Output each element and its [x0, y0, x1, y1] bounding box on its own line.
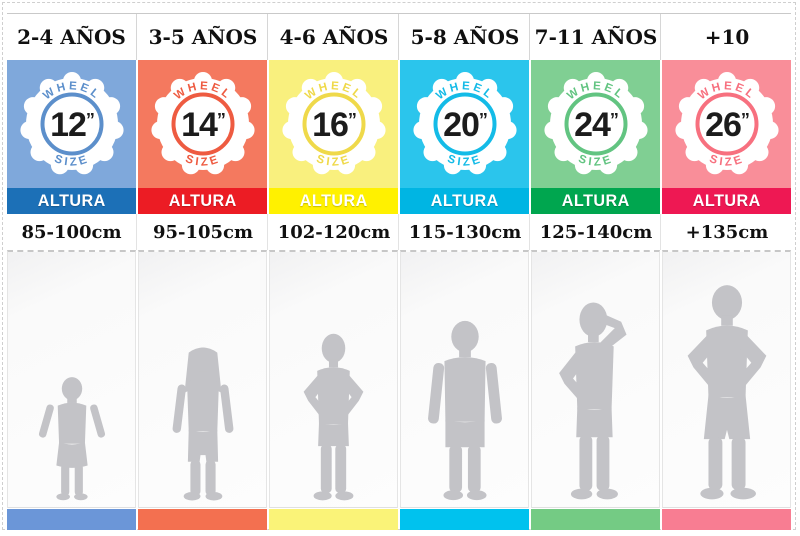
child-figure-panel [400, 250, 529, 508]
column-color-strip [400, 509, 529, 530]
altura-band: ALTURA [138, 188, 267, 214]
age-header: +10 [660, 14, 791, 60]
age-label: 5-8 AÑOS [410, 25, 520, 49]
altura-band: ALTURA [662, 188, 791, 214]
wheel-size-number: 20” [443, 106, 487, 144]
wheel-size-badge: WHEEL 14” SIZE [150, 72, 255, 175]
wheel-size-number: 26” [705, 106, 749, 144]
altura-label: ALTURA [37, 191, 106, 210]
child-figure-panel [7, 250, 136, 508]
height-range-label: +135cm [685, 221, 769, 243]
height-range-label: 115-130cm [408, 221, 522, 243]
altura-band: ALTURA [400, 188, 529, 214]
wheel-block: WHEEL 12” SIZE [7, 60, 136, 188]
wheel-bottom-label: SIZE [707, 153, 745, 169]
height-range-label: 125-140cm [539, 221, 653, 243]
wheel-block: WHEEL 16” SIZE [269, 60, 398, 188]
wheel-block: WHEEL 14” SIZE [138, 60, 267, 188]
child-figure-panel [269, 250, 398, 508]
wheel-size-badge: WHEEL 12” SIZE [19, 72, 124, 175]
age-header: 2-4 AÑOS [7, 14, 136, 60]
wheel-size-badge: WHEEL 24” SIZE [543, 72, 648, 175]
size-chart-grid: 2-4 AÑOS WHEEL 12” SIZE ALTURA 85-100cm [7, 13, 791, 530]
wheel-ring [40, 92, 103, 156]
gear-icon [19, 72, 124, 175]
age-header: 7-11 AÑOS [529, 14, 660, 60]
child-silhouette-icon [427, 320, 502, 501]
column-color-strip [662, 509, 791, 530]
wheel-size-badge: WHEEL 26” SIZE [674, 72, 779, 175]
altura-label: ALTURA [168, 191, 237, 210]
altura-band: ALTURA [7, 188, 136, 214]
child-figure-panel [138, 250, 267, 508]
wheel-ring [171, 92, 234, 156]
altura-label: ALTURA [299, 191, 368, 210]
wheel-size-badge: WHEEL 20” SIZE [412, 72, 517, 175]
bike-size-chart: 2-4 AÑOS WHEEL 12” SIZE ALTURA 85-100cm [2, 2, 796, 530]
wheel-bottom-label: SIZE [445, 153, 483, 169]
size-column: 4-6 AÑOS WHEEL 16” SIZE ALTURA 102-120cm [267, 14, 398, 530]
height-range-label: 95-105cm [152, 221, 254, 243]
altura-band: ALTURA [269, 188, 398, 214]
wheel-bottom-label: SIZE [52, 153, 90, 169]
size-column: 2-4 AÑOS WHEEL 12” SIZE ALTURA 85-100cm [7, 14, 136, 530]
wheel-ring [433, 92, 496, 156]
child-silhouette-icon [303, 333, 364, 501]
wheel-ring [302, 92, 365, 156]
child-silhouette-icon [38, 377, 105, 501]
age-label: 2-4 AÑOS [17, 25, 126, 49]
height-range-row: +135cm [660, 214, 791, 250]
size-column: +10 WHEEL 26” SIZE ALTURA +135cm [660, 14, 791, 530]
wheel-bottom-label: SIZE [314, 153, 352, 169]
age-label: 7-11 AÑOS [534, 25, 658, 49]
wheel-size-number: 14” [181, 106, 225, 144]
wheel-block: WHEEL 26” SIZE [662, 60, 791, 188]
age-header: 3-5 AÑOS [136, 14, 267, 60]
age-label: +10 [704, 25, 750, 49]
altura-label: ALTURA [430, 191, 499, 210]
column-color-strip [138, 509, 267, 530]
height-range-row: 115-130cm [398, 214, 529, 250]
wheel-bottom-label: SIZE [183, 153, 221, 169]
size-column: 7-11 AÑOS WHEEL 24” SIZE ALTURA 125-140c… [529, 14, 660, 530]
child-figure-panel [531, 250, 660, 508]
height-range-row: 102-120cm [267, 214, 398, 250]
altura-label: ALTURA [692, 191, 761, 210]
child-figure-panel [662, 250, 791, 508]
wheel-size-number: 16” [312, 106, 356, 144]
wheel-ring [564, 92, 627, 156]
child-silhouette-icon [687, 285, 766, 500]
height-range-row: 125-140cm [529, 214, 660, 250]
altura-label: ALTURA [561, 191, 630, 210]
column-color-strip [7, 509, 136, 530]
child-silhouette-icon [172, 347, 233, 501]
altura-band: ALTURA [531, 188, 660, 214]
wheel-block: WHEEL 20” SIZE [400, 60, 529, 188]
size-column: 5-8 AÑOS WHEEL 20” SIZE ALTURA 115-130cm [398, 14, 529, 530]
child-silhouette-icon [559, 302, 627, 500]
height-range-label: 102-120cm [277, 221, 391, 243]
age-label: 3-5 AÑOS [148, 25, 258, 49]
wheel-size-number: 24” [574, 106, 618, 144]
column-color-strip [531, 509, 660, 530]
wheel-size-number: 12” [50, 106, 94, 144]
height-range-label: 85-100cm [21, 221, 122, 243]
wheel-ring [695, 92, 758, 156]
height-range-row: 85-100cm [7, 214, 136, 250]
height-range-row: 95-105cm [136, 214, 267, 250]
wheel-bottom-label: SIZE [576, 153, 614, 169]
size-column: 3-5 AÑOS WHEEL 14” SIZE ALTURA 95-105cm [136, 14, 267, 530]
age-header: 4-6 AÑOS [267, 14, 398, 60]
wheel-block: WHEEL 24” SIZE [531, 60, 660, 188]
wheel-size-badge: WHEEL 16” SIZE [281, 72, 386, 175]
column-color-strip [269, 509, 398, 530]
age-header: 5-8 AÑOS [398, 14, 529, 60]
age-label: 4-6 AÑOS [279, 25, 389, 49]
